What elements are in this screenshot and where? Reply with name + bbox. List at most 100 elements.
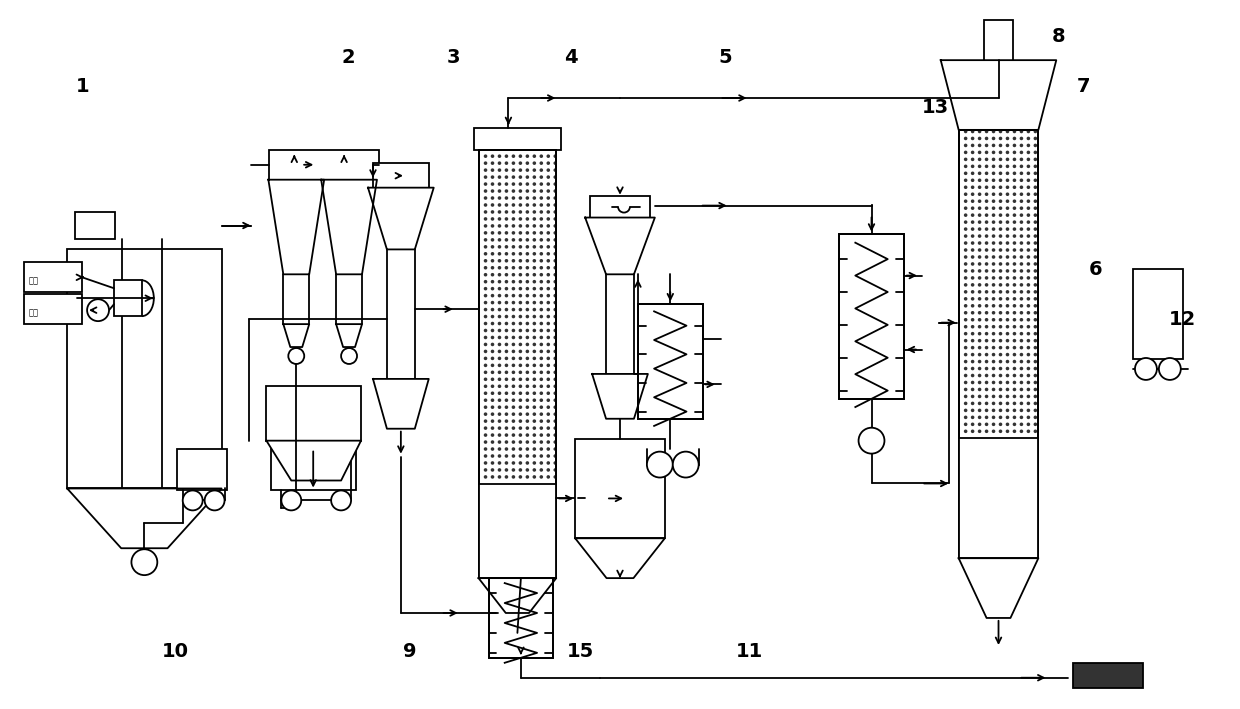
Circle shape: [963, 401, 967, 406]
Circle shape: [532, 189, 536, 193]
Circle shape: [553, 168, 557, 172]
Circle shape: [998, 228, 1002, 231]
Circle shape: [484, 162, 487, 165]
Circle shape: [978, 228, 981, 231]
Circle shape: [992, 346, 996, 350]
Circle shape: [963, 144, 967, 147]
Circle shape: [491, 322, 495, 325]
Circle shape: [512, 238, 515, 242]
Circle shape: [1027, 144, 1030, 147]
Circle shape: [1019, 353, 1023, 357]
Circle shape: [526, 245, 529, 249]
Circle shape: [1019, 311, 1023, 315]
Circle shape: [985, 179, 988, 182]
Circle shape: [1027, 234, 1030, 238]
Circle shape: [491, 308, 495, 311]
Circle shape: [963, 408, 967, 412]
Circle shape: [539, 238, 543, 242]
Circle shape: [985, 220, 988, 224]
Circle shape: [512, 398, 515, 402]
Circle shape: [992, 186, 996, 189]
Circle shape: [971, 241, 975, 245]
Circle shape: [1013, 318, 1017, 321]
Circle shape: [992, 353, 996, 357]
Circle shape: [978, 395, 981, 398]
Circle shape: [963, 206, 967, 210]
Bar: [983, 21, 1013, 130]
Circle shape: [1019, 228, 1023, 231]
Circle shape: [553, 287, 557, 291]
Circle shape: [1027, 220, 1030, 224]
Circle shape: [512, 419, 515, 423]
Circle shape: [1034, 367, 1037, 370]
Circle shape: [1019, 346, 1023, 350]
Circle shape: [985, 248, 988, 252]
Circle shape: [532, 364, 536, 367]
Circle shape: [1019, 255, 1023, 259]
Circle shape: [992, 311, 996, 315]
Circle shape: [526, 350, 529, 353]
Circle shape: [526, 162, 529, 165]
Circle shape: [1013, 304, 1017, 308]
Circle shape: [518, 475, 522, 479]
Bar: [637, 304, 703, 419]
Circle shape: [647, 452, 673, 478]
Circle shape: [547, 189, 551, 193]
Circle shape: [547, 398, 551, 402]
Circle shape: [497, 287, 501, 291]
Circle shape: [978, 262, 981, 266]
Circle shape: [1034, 353, 1037, 357]
Circle shape: [1019, 164, 1023, 168]
Polygon shape: [336, 324, 362, 347]
Circle shape: [1013, 430, 1017, 433]
Circle shape: [971, 172, 975, 175]
Circle shape: [1019, 276, 1023, 279]
Circle shape: [331, 491, 351, 510]
Circle shape: [1027, 228, 1030, 231]
Circle shape: [505, 308, 508, 311]
Circle shape: [1013, 388, 1017, 391]
Circle shape: [497, 364, 501, 367]
Circle shape: [985, 137, 988, 140]
Circle shape: [526, 301, 529, 304]
Circle shape: [985, 144, 988, 147]
Circle shape: [1006, 213, 1009, 217]
Circle shape: [978, 255, 981, 259]
Circle shape: [512, 377, 515, 381]
Circle shape: [512, 461, 515, 465]
Circle shape: [526, 433, 529, 437]
Bar: [267, 386, 361, 441]
Polygon shape: [268, 179, 324, 274]
Circle shape: [1019, 395, 1023, 398]
Circle shape: [505, 413, 508, 416]
Circle shape: [512, 155, 515, 158]
Bar: [479, 150, 557, 484]
Circle shape: [553, 252, 557, 255]
Circle shape: [518, 406, 522, 409]
Circle shape: [1027, 318, 1030, 321]
Circle shape: [963, 276, 967, 279]
Circle shape: [484, 440, 487, 444]
Circle shape: [547, 342, 551, 346]
Circle shape: [1034, 311, 1037, 315]
Circle shape: [539, 217, 543, 220]
Circle shape: [532, 413, 536, 416]
Circle shape: [978, 297, 981, 301]
Circle shape: [505, 189, 508, 193]
Circle shape: [526, 155, 529, 158]
Circle shape: [1019, 213, 1023, 217]
Circle shape: [1027, 430, 1030, 433]
Circle shape: [539, 196, 543, 200]
Circle shape: [497, 322, 501, 325]
Circle shape: [553, 475, 557, 479]
Circle shape: [532, 329, 536, 333]
Circle shape: [1019, 367, 1023, 370]
Circle shape: [1027, 346, 1030, 350]
Circle shape: [491, 196, 495, 200]
Bar: [959, 130, 1038, 438]
Circle shape: [491, 203, 495, 207]
Circle shape: [1006, 381, 1009, 384]
Circle shape: [539, 398, 543, 402]
Circle shape: [518, 419, 522, 423]
Circle shape: [971, 248, 975, 252]
